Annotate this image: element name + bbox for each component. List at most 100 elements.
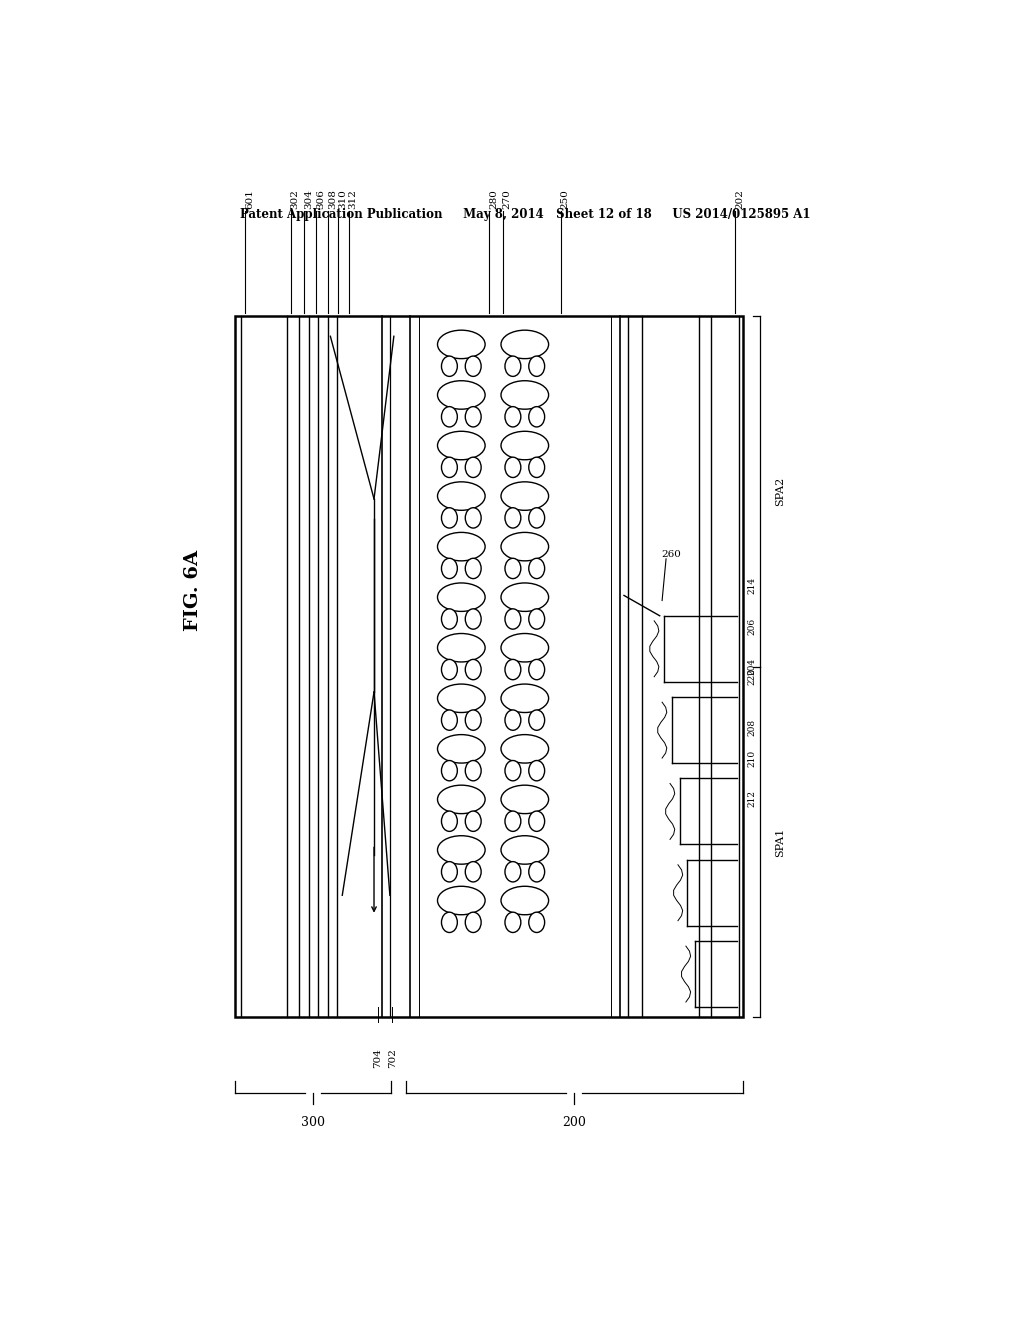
Circle shape: [528, 457, 545, 478]
Circle shape: [441, 710, 458, 730]
Ellipse shape: [501, 532, 549, 561]
Text: 212: 212: [748, 791, 756, 808]
Circle shape: [465, 508, 481, 528]
Text: 202: 202: [735, 189, 744, 210]
Circle shape: [465, 660, 481, 680]
Circle shape: [441, 912, 458, 932]
Text: 204: 204: [748, 659, 756, 675]
Circle shape: [441, 356, 458, 376]
Circle shape: [505, 508, 521, 528]
Circle shape: [441, 609, 458, 630]
Circle shape: [528, 609, 545, 630]
Ellipse shape: [437, 785, 485, 813]
Text: 270: 270: [503, 189, 512, 210]
Circle shape: [465, 356, 481, 376]
Circle shape: [528, 912, 545, 932]
Text: 601: 601: [246, 189, 254, 210]
Circle shape: [505, 457, 521, 478]
Text: 300: 300: [301, 1115, 326, 1129]
Ellipse shape: [437, 330, 485, 359]
Circle shape: [465, 710, 481, 730]
Circle shape: [441, 660, 458, 680]
Ellipse shape: [437, 836, 485, 865]
Text: 206: 206: [748, 618, 756, 635]
Circle shape: [465, 457, 481, 478]
Ellipse shape: [437, 583, 485, 611]
Circle shape: [505, 810, 521, 832]
Text: 702: 702: [388, 1048, 396, 1068]
Circle shape: [505, 912, 521, 932]
Circle shape: [465, 558, 481, 578]
Ellipse shape: [501, 684, 549, 713]
Ellipse shape: [501, 735, 549, 763]
Ellipse shape: [437, 532, 485, 561]
Text: 250: 250: [560, 189, 569, 210]
Circle shape: [528, 710, 545, 730]
Circle shape: [505, 558, 521, 578]
Text: SPA2: SPA2: [775, 477, 784, 506]
Circle shape: [505, 862, 521, 882]
Text: 304: 304: [304, 189, 313, 210]
Text: 302: 302: [291, 189, 300, 210]
Ellipse shape: [501, 836, 549, 865]
Text: 308: 308: [328, 189, 337, 210]
Text: 220: 220: [748, 668, 756, 685]
Ellipse shape: [501, 785, 549, 813]
Text: 260: 260: [662, 550, 681, 560]
Circle shape: [505, 710, 521, 730]
Text: 310: 310: [338, 189, 347, 210]
Circle shape: [505, 760, 521, 781]
Circle shape: [528, 760, 545, 781]
Ellipse shape: [501, 583, 549, 611]
Text: 214: 214: [748, 577, 756, 594]
Circle shape: [465, 760, 481, 781]
Circle shape: [465, 862, 481, 882]
Circle shape: [441, 407, 458, 426]
Text: 210: 210: [748, 750, 756, 767]
Ellipse shape: [501, 330, 549, 359]
Text: 208: 208: [748, 719, 756, 737]
Circle shape: [441, 760, 458, 781]
Circle shape: [465, 407, 481, 426]
Circle shape: [465, 912, 481, 932]
Circle shape: [528, 407, 545, 426]
Circle shape: [528, 356, 545, 376]
Ellipse shape: [437, 735, 485, 763]
Circle shape: [528, 862, 545, 882]
Circle shape: [465, 810, 481, 832]
Ellipse shape: [501, 886, 549, 915]
Circle shape: [505, 609, 521, 630]
Circle shape: [505, 407, 521, 426]
Ellipse shape: [501, 380, 549, 409]
Circle shape: [441, 508, 458, 528]
Text: 280: 280: [489, 189, 498, 210]
Ellipse shape: [501, 482, 549, 511]
Ellipse shape: [437, 634, 485, 661]
Circle shape: [441, 558, 458, 578]
Circle shape: [465, 609, 481, 630]
Ellipse shape: [437, 432, 485, 459]
Circle shape: [441, 810, 458, 832]
Bar: [236, 315, 743, 1018]
Text: 306: 306: [316, 189, 325, 210]
Text: 200: 200: [562, 1115, 587, 1129]
Ellipse shape: [501, 432, 549, 459]
Ellipse shape: [501, 634, 549, 661]
Text: Patent Application Publication     May 8, 2014   Sheet 12 of 18     US 2014/0125: Patent Application Publication May 8, 20…: [240, 207, 810, 220]
Circle shape: [528, 558, 545, 578]
Ellipse shape: [437, 380, 485, 409]
Text: SPA1: SPA1: [775, 828, 784, 857]
Text: 704: 704: [374, 1048, 383, 1068]
Circle shape: [441, 457, 458, 478]
Circle shape: [505, 660, 521, 680]
Circle shape: [528, 810, 545, 832]
Ellipse shape: [437, 482, 485, 511]
Circle shape: [528, 508, 545, 528]
Text: 312: 312: [348, 189, 357, 210]
Ellipse shape: [437, 684, 485, 713]
Circle shape: [505, 356, 521, 376]
Circle shape: [528, 660, 545, 680]
Ellipse shape: [437, 886, 485, 915]
Circle shape: [441, 862, 458, 882]
Text: FIG. 6A: FIG. 6A: [183, 550, 202, 631]
